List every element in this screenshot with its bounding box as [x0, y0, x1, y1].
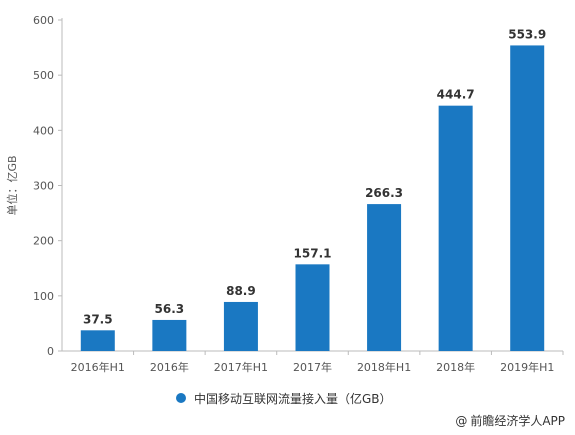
bar [152, 319, 187, 351]
bar-value-label: 56.3 [155, 302, 185, 316]
y-tick-label: 0 [47, 345, 54, 358]
legend: 中国移动互联网流量接入量（亿GB） [176, 390, 392, 406]
bar-value-label: 444.7 [437, 88, 475, 102]
y-tick-label: 400 [33, 124, 54, 137]
bar [367, 204, 402, 351]
source-credit: @ 前瞻经济学人APP [455, 412, 565, 429]
bar [223, 301, 258, 351]
bar-value-label: 37.5 [83, 312, 113, 326]
y-tick-label: 100 [33, 290, 54, 303]
bar [438, 105, 473, 352]
x-tick-label: 2017年H1 [214, 360, 268, 374]
y-tick-label: 600 [33, 14, 54, 27]
x-tick-label: 2016年H1 [71, 360, 125, 374]
bar [510, 45, 545, 352]
source-label: 前瞻经济学人APP [470, 414, 565, 428]
y-tick-label: 200 [33, 235, 54, 248]
y-axis-title: 单位：亿GB [5, 155, 19, 215]
bar-value-label: 88.9 [226, 284, 256, 298]
bar [295, 264, 330, 351]
x-tick-label: 2019年H1 [500, 360, 554, 374]
x-tick-label: 2018年 [436, 360, 475, 374]
bar [80, 330, 115, 351]
bar-value-label: 266.3 [365, 186, 403, 200]
at-icon: @ [455, 413, 468, 428]
legend-label: 中国移动互联网流量接入量（亿GB） [194, 391, 392, 406]
bar-value-label: 553.9 [508, 27, 546, 41]
y-tick-label: 300 [33, 180, 54, 193]
x-tick-label: 2016年 [150, 360, 189, 374]
y-tick-label: 500 [33, 69, 54, 82]
bar-value-label: 157.1 [294, 246, 332, 260]
legend-marker [176, 393, 186, 403]
x-tick-label: 2018年H1 [357, 360, 411, 374]
x-tick-label: 2017年 [293, 360, 332, 374]
